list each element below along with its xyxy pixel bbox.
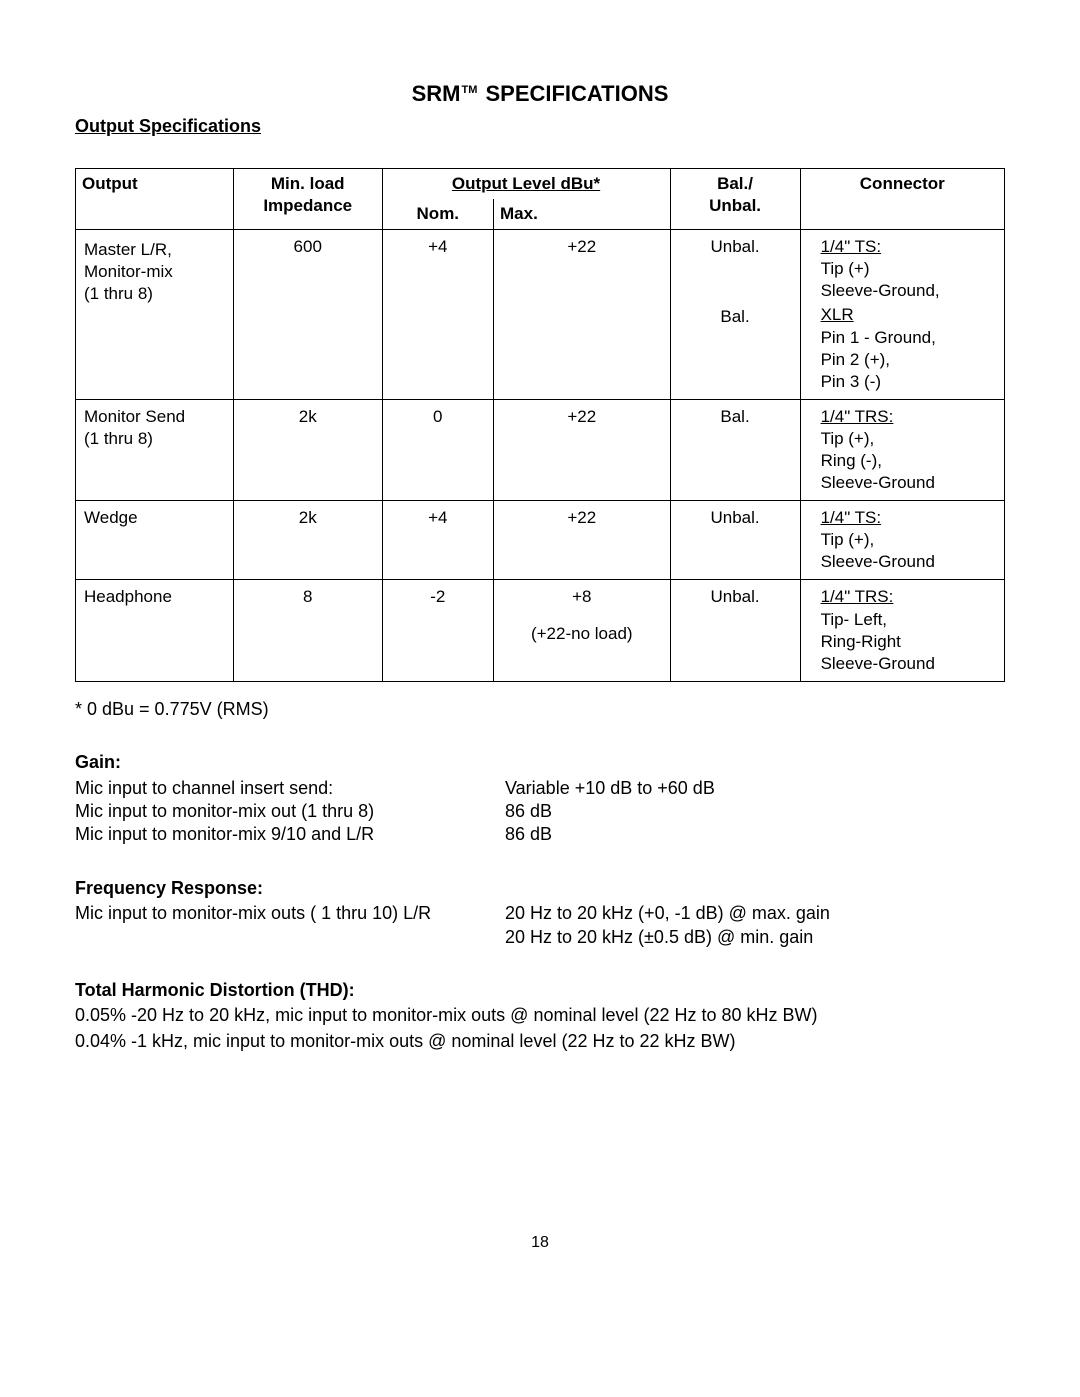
th-output: Output: [76, 168, 234, 229]
cell-imp: 8: [233, 580, 382, 681]
out-line: Master L/R,: [84, 239, 225, 261]
cell-nom: +4: [382, 501, 493, 580]
cell-imp: 2k: [233, 501, 382, 580]
freq-val: 20 Hz to 20 kHz (±0.5 dB) @ min. gain: [505, 926, 813, 949]
th-bal-bot: Unbal.: [677, 195, 794, 217]
freq-heading: Frequency Response:: [75, 877, 1005, 900]
conn-line: Sleeve-Ground,: [821, 280, 996, 302]
th-bal: Bal./ Unbal.: [670, 168, 800, 229]
gain-key: Mic input to monitor-mix out (1 thru 8): [75, 800, 505, 823]
out-line: Monitor Send: [84, 406, 225, 428]
output-spec-table: Output Min. load Impedance Output Level …: [75, 168, 1005, 682]
cell-bal: Unbal.: [670, 580, 800, 681]
conn-line: Sleeve-Ground: [821, 472, 996, 494]
freq-key: Mic input to monitor-mix outs ( 1 thru 1…: [75, 902, 505, 925]
conn-line: Tip (+): [821, 258, 996, 280]
footnote: * 0 dBu = 0.775V (RMS): [75, 698, 1005, 721]
conn-line: Tip (+),: [821, 529, 996, 551]
title-part-a: SRM: [412, 81, 461, 106]
bal-line: Unbal.: [679, 236, 792, 258]
table-row: Master L/R, Monitor-mix (1 thru 8) 600 +…: [76, 230, 1005, 400]
gain-row: Mic input to channel insert send:Variabl…: [75, 777, 1005, 800]
conn-line: Tip (+),: [821, 428, 996, 450]
conn-line: Ring-Right: [821, 631, 996, 653]
conn-line: Pin 3 (-): [821, 371, 996, 393]
section-subtitle: Output Specifications: [75, 115, 1005, 138]
conn-line: Sleeve-Ground: [821, 551, 996, 573]
conn-title: 1/4" TS:: [821, 236, 996, 258]
title-tm: TM: [461, 84, 477, 96]
page-title: SRMTM SPECIFICATIONS: [75, 80, 1005, 109]
cell-connector: 1/4" TRS: Tip (+), Ring (-), Sleeve-Grou…: [800, 399, 1004, 500]
gain-val: 86 dB: [505, 823, 552, 846]
thd-heading: Total Harmonic Distortion (THD):: [75, 979, 1005, 1002]
page-number: 18: [75, 1233, 1005, 1254]
th-bal-top: Bal./: [717, 174, 753, 193]
freq-row: Mic input to monitor-mix outs ( 1 thru 1…: [75, 902, 1005, 925]
th-level-top: Output Level dBu*: [382, 168, 670, 199]
th-impedance: Min. load Impedance: [233, 168, 382, 229]
cell-max: +8 (+22-no load): [494, 580, 671, 681]
conn-title: 1/4" TRS:: [821, 586, 996, 608]
cell-nom: +4: [382, 230, 493, 400]
thd-line: 0.04% -1 kHz, mic input to monitor-mix o…: [75, 1030, 1005, 1053]
cell-connector: 1/4" TS: Tip (+), Sleeve-Ground: [800, 501, 1004, 580]
thd-line: 0.05% -20 Hz to 20 kHz, mic input to mon…: [75, 1004, 1005, 1027]
cell-output: Monitor Send (1 thru 8): [76, 399, 234, 500]
conn-line: Sleeve-Ground: [821, 653, 996, 675]
out-line: Monitor-mix: [84, 261, 225, 283]
gain-key: Mic input to monitor-mix 9/10 and L/R: [75, 823, 505, 846]
gain-row: Mic input to monitor-mix out (1 thru 8)8…: [75, 800, 1005, 823]
conn-line: Tip- Left,: [821, 609, 996, 631]
cell-max: +22: [494, 230, 671, 400]
cell-bal: Bal.: [670, 399, 800, 500]
out-line: (1 thru 8): [84, 283, 225, 305]
cell-bal: Unbal.: [670, 501, 800, 580]
th-level-label: Output Level dBu*: [452, 174, 600, 193]
cell-nom: 0: [382, 399, 493, 500]
table-row: Monitor Send (1 thru 8) 2k 0 +22 Bal. 1/…: [76, 399, 1005, 500]
th-nom: Nom.: [382, 199, 493, 230]
conn-title: XLR: [821, 304, 996, 326]
th-connector: Connector: [800, 168, 1004, 229]
cell-max: +22: [494, 501, 671, 580]
conn-title: 1/4" TS:: [821, 507, 996, 529]
freq-val: 20 Hz to 20 kHz (+0, -1 dB) @ max. gain: [505, 902, 830, 925]
cell-nom: -2: [382, 580, 493, 681]
bal-line: Bal.: [679, 306, 792, 328]
gain-heading: Gain:: [75, 751, 1005, 774]
freq-key: [75, 926, 505, 949]
th-max: Max.: [494, 199, 671, 230]
cell-bal: Unbal. Bal.: [670, 230, 800, 400]
cell-imp: 600: [233, 230, 382, 400]
conn-line: Pin 2 (+),: [821, 349, 996, 371]
conn-line: Ring (-),: [821, 450, 996, 472]
cell-imp: 2k: [233, 399, 382, 500]
cell-output: Wedge: [76, 501, 234, 580]
cell-output: Headphone: [76, 580, 234, 681]
cell-max: +22: [494, 399, 671, 500]
max-line: (+22-no load): [502, 623, 662, 645]
gain-key: Mic input to channel insert send:: [75, 777, 505, 800]
thd-block: 0.05% -20 Hz to 20 kHz, mic input to mon…: [75, 1004, 1005, 1053]
cell-connector: 1/4" TS: Tip (+) Sleeve-Ground, XLR Pin …: [800, 230, 1004, 400]
title-part-b: SPECIFICATIONS: [479, 81, 668, 106]
freq-row: 20 Hz to 20 kHz (±0.5 dB) @ min. gain: [75, 926, 1005, 949]
out-line: (1 thru 8): [84, 428, 225, 450]
conn-title: 1/4" TRS:: [821, 406, 996, 428]
th-impedance-bot: Impedance: [240, 195, 376, 217]
table-row: Wedge 2k +4 +22 Unbal. 1/4" TS: Tip (+),…: [76, 501, 1005, 580]
cell-connector: 1/4" TRS: Tip- Left, Ring-Right Sleeve-G…: [800, 580, 1004, 681]
conn-line: Pin 1 - Ground,: [821, 327, 996, 349]
th-impedance-top: Min. load: [271, 174, 345, 193]
cell-output: Master L/R, Monitor-mix (1 thru 8): [76, 230, 234, 400]
gain-val: 86 dB: [505, 800, 552, 823]
max-line: +8: [502, 586, 662, 608]
table-row: Headphone 8 -2 +8 (+22-no load) Unbal. 1…: [76, 580, 1005, 681]
gain-row: Mic input to monitor-mix 9/10 and L/R86 …: [75, 823, 1005, 846]
gain-val: Variable +10 dB to +60 dB: [505, 777, 715, 800]
